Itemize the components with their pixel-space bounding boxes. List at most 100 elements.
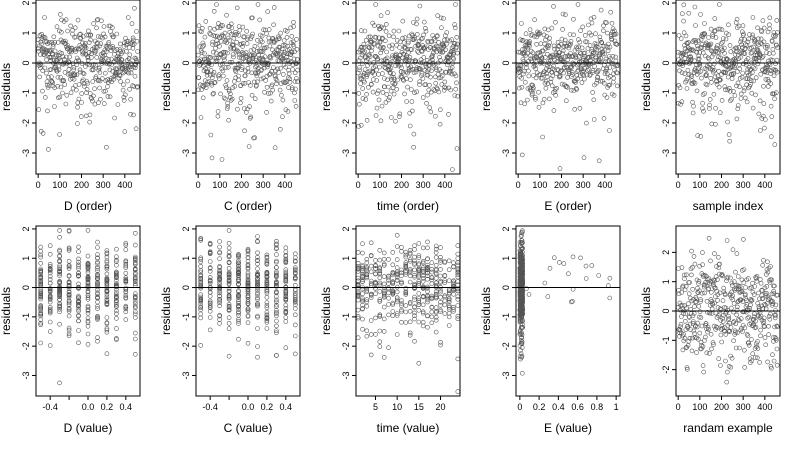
data-point	[380, 90, 386, 95]
data-point	[425, 245, 430, 251]
data-point	[211, 91, 216, 96]
data-point	[723, 358, 728, 364]
data-point	[399, 303, 404, 308]
data-point	[448, 52, 454, 58]
data-point	[76, 96, 82, 102]
data-point	[752, 39, 757, 45]
data-point	[38, 289, 44, 294]
data-point	[226, 286, 232, 291]
data-point	[697, 49, 703, 55]
data-point	[555, 39, 561, 45]
data-point	[360, 316, 365, 322]
data-point	[429, 275, 435, 280]
data-point	[106, 40, 112, 45]
data-point	[727, 89, 733, 94]
data-point	[708, 26, 714, 32]
data-point	[442, 259, 448, 264]
data-point	[123, 295, 129, 301]
data-point	[566, 45, 572, 51]
data-point	[420, 245, 426, 251]
data-point	[710, 282, 716, 287]
data-point	[198, 259, 203, 265]
y-tick-label: -2	[341, 342, 351, 350]
data-point	[381, 316, 387, 322]
data-point	[407, 266, 413, 272]
data-point	[380, 71, 385, 76]
data-point	[717, 261, 722, 267]
data-point	[705, 309, 710, 315]
data-point	[761, 319, 767, 324]
x-tick-label: 200	[394, 180, 409, 190]
data-point	[292, 276, 298, 282]
data-point	[446, 258, 452, 264]
data-point	[360, 286, 365, 292]
data-point	[732, 65, 738, 70]
y-tick-label: 0	[341, 285, 351, 290]
data-point	[56, 53, 61, 58]
y-tick-label: 2	[341, 0, 351, 5]
data-point	[611, 93, 617, 98]
data-point	[758, 36, 764, 42]
data-point	[416, 360, 422, 366]
data-point	[360, 274, 365, 279]
data-point	[683, 311, 688, 316]
data-point	[758, 280, 764, 286]
data-point	[711, 92, 717, 97]
data-point	[562, 37, 568, 43]
data-point	[527, 39, 532, 44]
data-point	[690, 99, 695, 105]
data-point	[417, 79, 423, 84]
data-point	[256, 69, 261, 74]
data-point	[602, 51, 607, 57]
data-point	[741, 37, 747, 42]
data-point	[688, 266, 694, 272]
data-point	[699, 75, 704, 81]
data-point	[547, 35, 552, 41]
data-point	[403, 76, 409, 81]
data-point	[374, 57, 380, 62]
data-point	[770, 301, 776, 307]
data-point	[451, 308, 456, 314]
data-point	[283, 308, 289, 314]
data-point	[700, 92, 706, 97]
data-point	[420, 260, 426, 266]
data-point	[707, 42, 713, 48]
data-point	[728, 49, 734, 55]
data-point	[76, 340, 81, 346]
data-point	[234, 31, 239, 37]
y-tick-label: -1	[341, 313, 351, 321]
data-point	[215, 113, 221, 119]
data-point	[85, 281, 91, 286]
data-point	[236, 336, 241, 342]
data-point	[399, 270, 404, 276]
y-tick-label: -3	[341, 371, 351, 379]
data-point	[282, 42, 288, 48]
data-point	[605, 45, 611, 50]
data-point	[366, 85, 371, 90]
data-point	[57, 309, 62, 315]
data-point	[421, 45, 427, 51]
data-point	[709, 346, 714, 352]
data-point	[38, 303, 44, 308]
data-point	[409, 108, 415, 114]
data-point	[548, 57, 553, 63]
data-point	[403, 309, 409, 315]
data-point	[677, 327, 683, 333]
data-point	[700, 262, 705, 268]
data-point	[287, 76, 293, 82]
data-point	[750, 32, 756, 38]
data-point	[407, 279, 413, 285]
data-point	[381, 304, 387, 310]
data-point	[377, 339, 383, 345]
data-point	[127, 52, 133, 58]
data-point	[754, 273, 760, 279]
data-point	[753, 92, 758, 98]
x-tick-label: 0.4	[120, 402, 133, 412]
data-point	[198, 311, 203, 317]
data-point	[76, 318, 81, 324]
data-point	[104, 351, 110, 357]
data-point	[739, 50, 745, 56]
data-point	[229, 96, 235, 102]
